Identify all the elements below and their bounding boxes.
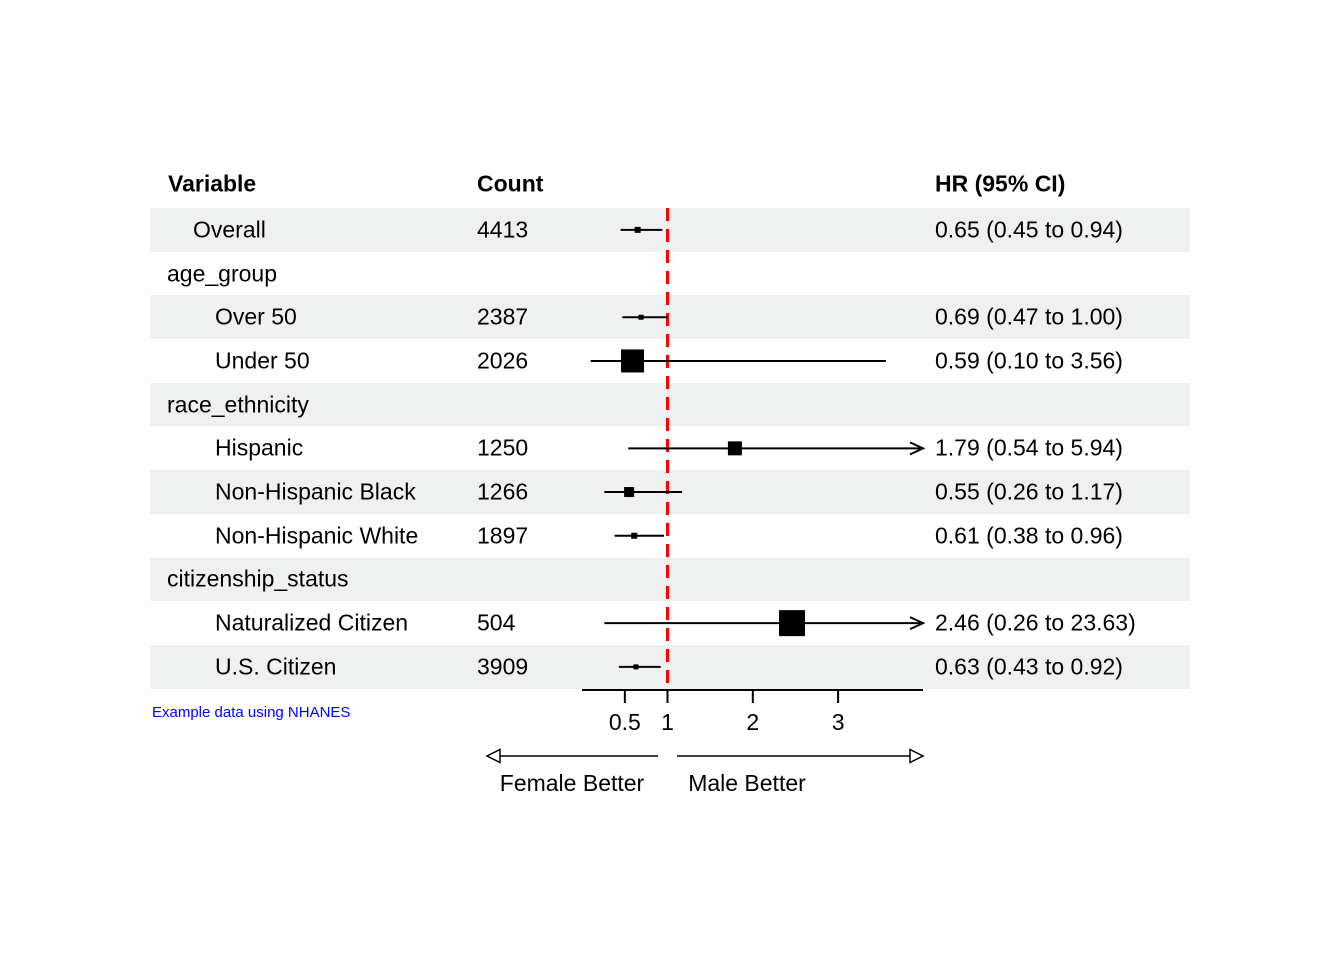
right-direction-label: Male Better	[688, 770, 806, 796]
left-direction-label: Female Better	[500, 770, 645, 796]
data-row: U.S. Citizen 3909 0.63 (0.43 to 0.92)	[150, 645, 1190, 689]
table-header-row: Variable Count HR (95% CI)	[150, 160, 1190, 208]
row-count: 3909	[477, 653, 529, 680]
row-hr: 0.55 (0.26 to 1.17)	[935, 478, 1123, 505]
data-row: Non-Hispanic White 1897 0.61 (0.38 to 0.96…	[150, 514, 1190, 558]
group-row: citizenship_status	[150, 557, 1190, 602]
row-label: Naturalized Citizen	[215, 609, 409, 636]
data-row: Naturalized Citizen 504 2.46 (0.26 to 23.6…	[150, 601, 1190, 645]
row-count: 1266	[477, 478, 529, 505]
column-header-hr: HR (95% CI)	[935, 170, 1066, 197]
row-count: 504	[477, 609, 516, 636]
row-count: 1897	[477, 522, 529, 549]
column-header-count: Count	[477, 170, 544, 197]
footnote: Example data using NHANES	[152, 704, 351, 721]
row-label: Overall	[193, 216, 266, 243]
row-hr: 0.63 (0.43 to 0.92)	[935, 653, 1123, 680]
row-hr: 2.46 (0.26 to 23.63)	[935, 609, 1136, 636]
group-row: age_group	[150, 252, 1190, 296]
data-row: Non-Hispanic Black 1266 0.55 (0.26 to 1.17…	[150, 470, 1190, 514]
row-label: Over 50	[215, 303, 297, 330]
data-row: Under 50 2026 0.59 (0.10 to 3.56)	[150, 339, 1190, 383]
row-count: 2387	[477, 303, 529, 330]
row-label: U.S. Citizen	[215, 653, 337, 680]
row-label: Non-Hispanic Black	[215, 478, 416, 505]
row-label: Hispanic	[215, 434, 304, 461]
data-row: Hispanic 1250 1.79 (0.54 to 5.94)	[150, 427, 1190, 471]
row-hr: 1.79 (0.54 to 5.94)	[935, 434, 1123, 461]
row-label: Under 50	[215, 347, 310, 374]
x-axis-tick-label: 2	[746, 709, 759, 735]
right-arrowhead-icon	[909, 748, 925, 764]
x-axis-tick-label: 1	[661, 709, 674, 735]
row-count: 2026	[477, 347, 529, 374]
row-count: 1250	[477, 434, 529, 461]
left-arrowhead-icon	[485, 748, 501, 764]
data-row: Over 50 2387 0.69 (0.47 to 1.00)	[150, 295, 1190, 340]
row-label: citizenship_status	[167, 565, 349, 592]
data-row: Overall 4413 0.65 (0.45 to 0.94)	[150, 208, 1190, 252]
group-row: race_ethnicity	[150, 382, 1190, 427]
row-count: 4413	[477, 216, 529, 243]
row-hr: 0.65 (0.45 to 0.94)	[935, 216, 1123, 243]
x-axis-tick-label: 3	[832, 709, 845, 735]
row-label: race_ethnicity	[167, 391, 309, 418]
row-label: age_group	[167, 260, 277, 287]
row-hr: 0.69 (0.47 to 1.00)	[935, 303, 1123, 330]
row-label: Non-Hispanic White	[215, 522, 419, 549]
x-axis-tick-label: 0.5	[609, 709, 641, 735]
row-hr: 0.59 (0.10 to 3.56)	[935, 347, 1123, 374]
row-hr: 0.61 (0.38 to 0.96)	[935, 522, 1123, 549]
column-header-variable: Variable	[168, 170, 257, 197]
